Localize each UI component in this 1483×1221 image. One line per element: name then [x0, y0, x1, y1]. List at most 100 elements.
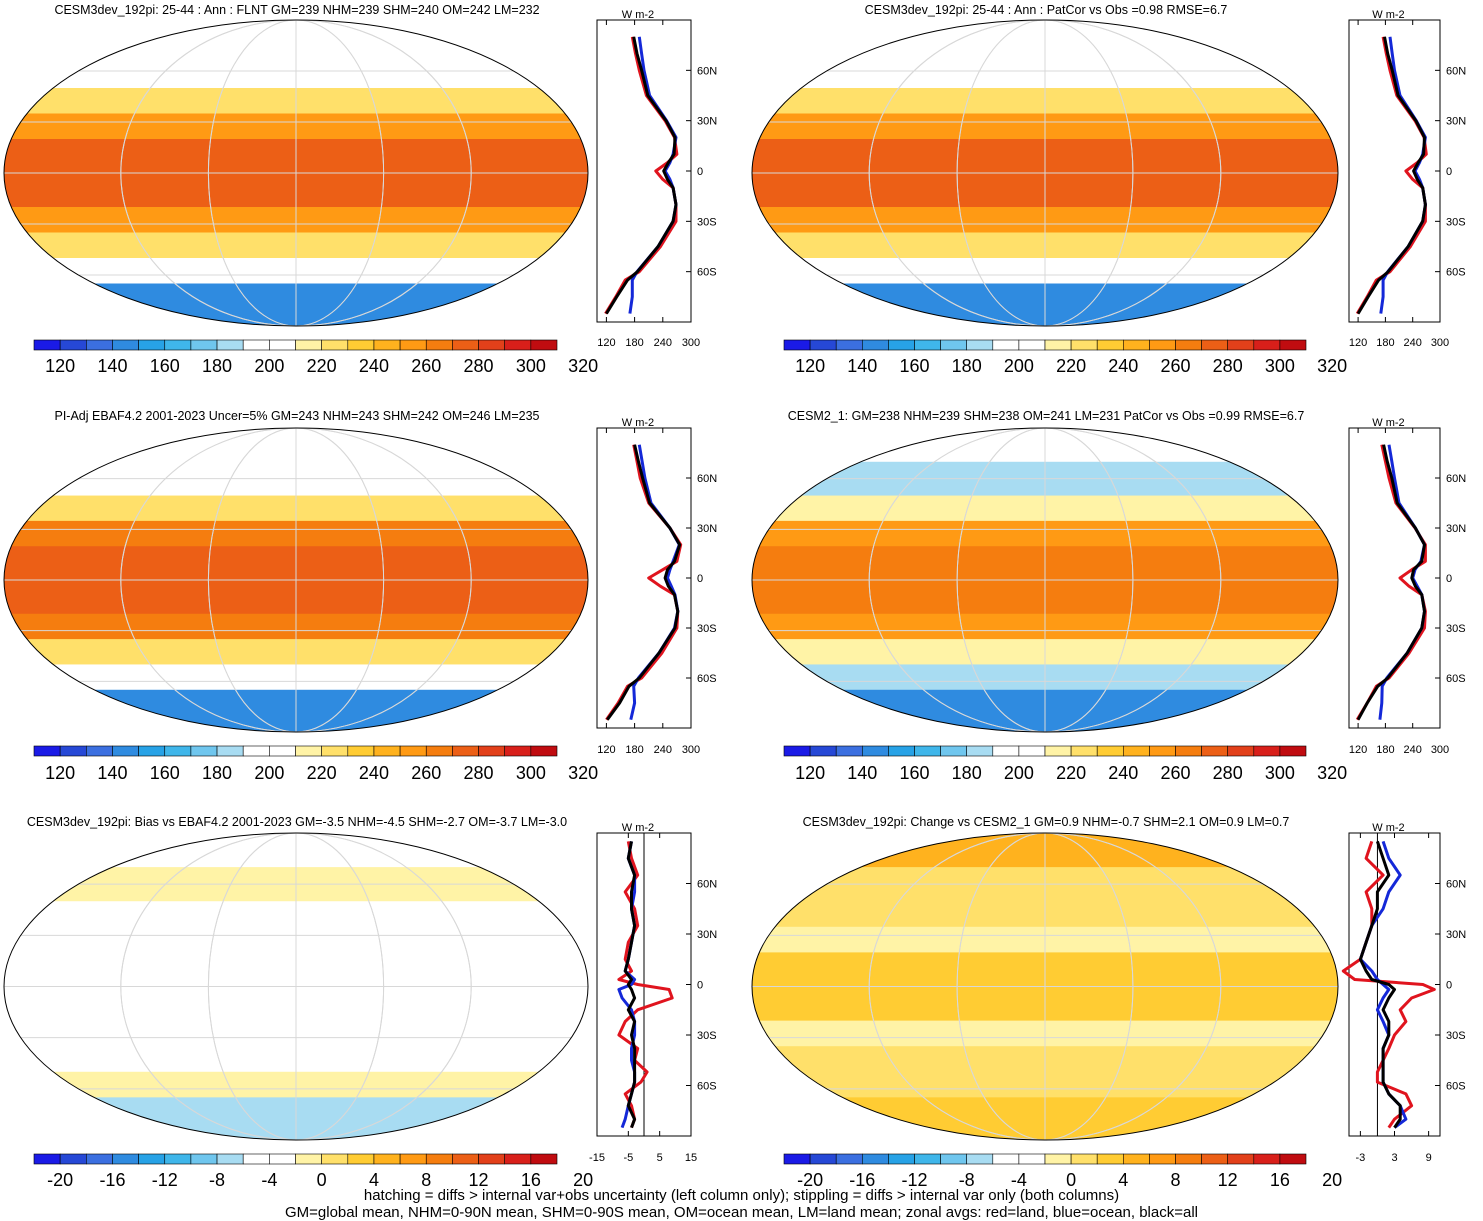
zonal-line-all: [1358, 840, 1402, 1129]
x-tick-label: 240: [654, 744, 672, 756]
colorbar-box: [835, 745, 863, 757]
colorbar-tick-label: 160: [899, 356, 929, 376]
colorbar-box: [59, 339, 87, 351]
colorbar-box: [321, 745, 349, 757]
colorbar-box: [1253, 1153, 1281, 1165]
x-tick-label: 5: [657, 1152, 663, 1164]
y-tick-label: 0: [697, 573, 703, 585]
colorbar-box: [478, 339, 505, 351]
colorbar-box: [242, 745, 270, 757]
graticule-lon: [207, 20, 385, 326]
colorbar-box: [242, 1153, 270, 1165]
colorbar-tick-label: -12: [152, 1170, 178, 1190]
map-outline: [751, 427, 1339, 733]
colorbar-box: [504, 339, 532, 351]
colorbar-box: [530, 339, 558, 351]
zonal-line-all: [606, 444, 682, 721]
colorbar-tick-label: 240: [1108, 763, 1138, 783]
colorbar-tick-label: 12: [1218, 1170, 1238, 1190]
x-tick-label: 180: [625, 337, 643, 349]
colorbar-tick-label: 160: [150, 763, 180, 783]
graticule-lon: [868, 428, 1222, 732]
colorbar-box: [1096, 1153, 1124, 1165]
colorbar-box: [1149, 1153, 1176, 1165]
colorbar-box: [1123, 1153, 1150, 1165]
colorbar-tick-label: 120: [45, 356, 75, 376]
y-tick-label: 0: [697, 166, 703, 178]
y-tick-label: 60S: [1446, 1081, 1466, 1093]
x-tick-label: 180: [625, 744, 643, 756]
zonal-line-all: [1356, 444, 1426, 721]
y-tick-label: 60N: [697, 65, 717, 77]
unit-label: W m-2: [1372, 822, 1404, 834]
panel-2: CESM3dev_192pi: 25-44 : Ann : PatCor vs …: [751, 3, 1466, 376]
y-tick-label: 60N: [1446, 879, 1466, 891]
x-tick-label: -5: [623, 1152, 633, 1164]
colorbar-tick-label: 140: [847, 763, 877, 783]
y-tick-label: 30N: [697, 929, 717, 941]
colorbar-box: [321, 1153, 349, 1165]
colorbar-tick-label: 140: [97, 356, 127, 376]
colorbar-box: [242, 339, 270, 351]
colorbar-box: [295, 1153, 322, 1165]
colorbar-tick-label: 12: [469, 1170, 489, 1190]
y-tick-label: 30N: [1446, 116, 1466, 128]
colorbar-box: [425, 339, 453, 351]
y-tick-label: 0: [1446, 166, 1452, 178]
colorbar-box: [1227, 1153, 1255, 1165]
y-tick-label: 0: [1446, 573, 1452, 585]
x-tick-label: 240: [1404, 337, 1422, 349]
colorbar-tick-label: 260: [1160, 356, 1190, 376]
panel-4: CESM2_1: GM=238 NHM=239 SHM=238 OM=241 L…: [751, 409, 1466, 783]
map-outline: [3, 832, 589, 1141]
colorbar-tick-label: 200: [254, 356, 284, 376]
colorbar-tick-label: -8: [959, 1170, 975, 1190]
colorbar-tick-label: 320: [1317, 763, 1347, 783]
colorbar-box: [478, 745, 505, 757]
colorbar-box: [1201, 745, 1228, 757]
colorbar-box: [425, 1153, 453, 1165]
x-tick-label: 120: [1349, 744, 1367, 756]
colorbar-tick-label: -8: [209, 1170, 225, 1190]
colorbar-tick-label: 20: [1322, 1170, 1342, 1190]
map-field: [752, 428, 1338, 732]
colorbar-box: [1123, 339, 1150, 351]
colorbar-box: [347, 339, 375, 351]
map-outline: [751, 832, 1339, 1141]
colorbar-tick-label: 180: [952, 356, 982, 376]
colorbar-tick-label: 300: [1265, 356, 1295, 376]
colorbar-box: [835, 1153, 863, 1165]
colorbar-box: [112, 339, 139, 351]
colorbar-box: [861, 1153, 889, 1165]
map-field: [752, 833, 1338, 1140]
colorbar-box: [112, 745, 139, 757]
colorbar-tick-label: 0: [1066, 1170, 1076, 1190]
zonal-line-all: [605, 36, 678, 315]
colorbar-box: [1227, 339, 1255, 351]
colorbar-box: [809, 1153, 837, 1165]
footer-line-1: hatching = diffs > internal var+obs unce…: [363, 1187, 1120, 1204]
colorbar-box: [1253, 339, 1281, 351]
panel-title: CESM3dev_192pi: Change vs CESM2_1 GM=0.9…: [803, 815, 1290, 829]
x-tick-label: -15: [589, 1152, 605, 1164]
colorbar-tick-label: 0: [317, 1170, 327, 1190]
colorbar-box: [452, 1153, 479, 1165]
colorbar-box: [373, 339, 401, 351]
map-field: [4, 20, 588, 326]
colorbar-box: [992, 1153, 1020, 1165]
colorbar-box: [347, 1153, 375, 1165]
colorbar-tick-label: 260: [411, 763, 441, 783]
graticule-lon: [120, 833, 472, 1140]
graticule-lon: [207, 428, 385, 732]
colorbar-box: [940, 339, 967, 351]
zonal-line-all: [1356, 36, 1427, 315]
map-outline: [3, 427, 589, 733]
y-tick-label: 60S: [697, 673, 717, 685]
colorbar-box: [1018, 1153, 1046, 1165]
y-tick-label: 60N: [1446, 473, 1466, 485]
colorbar-box: [1149, 339, 1176, 351]
x-tick-label: 120: [597, 744, 615, 756]
panel-title: CESM2_1: GM=238 NHM=239 SHM=238 OM=241 L…: [788, 409, 1305, 423]
colorbar-box: [888, 745, 915, 757]
